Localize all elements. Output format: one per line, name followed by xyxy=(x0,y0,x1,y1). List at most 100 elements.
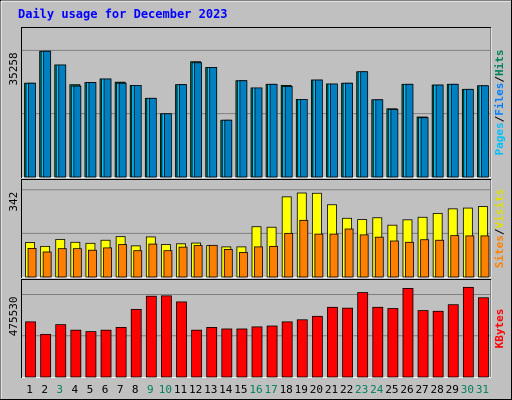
hits-files-bar-pages-15 xyxy=(239,80,248,178)
day-label-22: 22 xyxy=(340,383,353,396)
hits-files-bar-pages-3 xyxy=(58,64,67,178)
kbytes-bar-kbytes-9 xyxy=(145,295,157,378)
visits-sites-bar-sites-16 xyxy=(254,246,263,278)
visits-sites-bar-sites-12 xyxy=(193,245,203,278)
hits-files-legend-pages: Pages xyxy=(493,122,506,155)
day-label-19: 19 xyxy=(295,383,308,396)
visits-sites-bar-sites-20 xyxy=(314,233,324,278)
kbytes-bar-kbytes-27 xyxy=(417,310,429,378)
visits-sites-bar-sites-28 xyxy=(435,239,445,278)
kbytes-bar-kbytes-24 xyxy=(372,306,384,378)
hits-files-bar-pages-22 xyxy=(345,82,353,178)
visits-sites-bar-sites-23 xyxy=(359,234,369,278)
hits-files-bar-pages-7 xyxy=(118,82,127,178)
kbytes-bar-kbytes-23 xyxy=(357,292,369,378)
hits-files-bar-pages-29 xyxy=(450,83,459,178)
kbytes-bar-kbytes-5 xyxy=(85,331,97,378)
kbytes-bar-kbytes-31 xyxy=(478,297,489,378)
visits-sites-ymax-label: 342 xyxy=(7,192,20,212)
day-label-25: 25 xyxy=(385,383,398,396)
kbytes-bar-kbytes-4 xyxy=(70,329,82,378)
visits-sites-bar-sites-27 xyxy=(420,239,429,278)
kbytes-bar-kbytes-8 xyxy=(130,308,142,378)
visits-sites-bar-sites-29 xyxy=(450,235,460,278)
kbytes-bar-kbytes-12 xyxy=(191,329,203,378)
hits-files-bar-pages-13 xyxy=(209,67,218,178)
visits-sites-bar-sites-5 xyxy=(88,249,97,278)
hits-files-bar-pages-31 xyxy=(481,85,489,178)
hits-files-bar-pages-28 xyxy=(435,84,444,178)
hits-files-legend-files: Files xyxy=(493,83,506,116)
hits-files-bar-pages-26 xyxy=(405,83,414,178)
day-label-5: 5 xyxy=(87,383,94,396)
kbytes-bar-kbytes-20 xyxy=(311,315,323,378)
day-label-4: 4 xyxy=(72,383,79,396)
kbytes-bar-kbytes-11 xyxy=(176,301,187,378)
visits-sites-bar-sites-30 xyxy=(465,235,475,278)
visits-sites-bar-sites-22 xyxy=(344,228,354,278)
hits-files-bar-pages-19 xyxy=(299,99,308,178)
hits-files-bar-pages-27 xyxy=(420,117,429,178)
day-label-29: 29 xyxy=(446,383,459,396)
hits-files-bar-pages-14 xyxy=(224,119,233,178)
day-label-31: 31 xyxy=(476,383,489,396)
kbytes-bar-kbytes-13 xyxy=(206,327,218,378)
day-label-13: 13 xyxy=(204,383,217,396)
hits-files-bar-pages-24 xyxy=(375,99,384,178)
visits-sites-legend-visits: Visits xyxy=(493,189,506,229)
visits-sites-bar-sites-31 xyxy=(480,235,490,278)
visits-sites-bar-sites-14 xyxy=(223,249,233,278)
visits-sites-bar-sites-3 xyxy=(57,248,67,278)
kbytes-bar-kbytes-14 xyxy=(221,328,233,378)
hits-files-bar-pages-30 xyxy=(465,88,474,178)
kbytes-bar-kbytes-15 xyxy=(236,328,248,378)
kbytes-bar-kbytes-2 xyxy=(40,333,52,378)
visits-sites-bar-sites-10 xyxy=(163,250,173,278)
kbytes-bar-kbytes-22 xyxy=(342,307,353,378)
visits-sites-legend-label: Sites/Visits xyxy=(493,189,506,269)
visits-sites-bar-sites-2 xyxy=(42,251,52,278)
day-label-28: 28 xyxy=(431,383,444,396)
visits-sites-bar-sites-21 xyxy=(329,233,339,278)
visits-sites-bar-sites-9 xyxy=(148,243,158,278)
day-label-21: 21 xyxy=(325,383,338,396)
visits-sites-bar-sites-15 xyxy=(239,252,248,278)
hits-files-legend-separator: / xyxy=(493,115,506,122)
hits-files-bar-pages-20 xyxy=(314,79,323,178)
hits-files-bar-pages-17 xyxy=(269,83,278,178)
day-label-17: 17 xyxy=(264,383,277,396)
visits-sites-bar-sites-1 xyxy=(27,248,37,278)
day-label-11: 11 xyxy=(174,383,187,396)
visits-sites-bar-sites-8 xyxy=(133,250,143,278)
kbytes-bar-kbytes-26 xyxy=(402,288,414,378)
visits-sites-bar-sites-25 xyxy=(389,240,399,278)
kbytes-bar-kbytes-18 xyxy=(281,321,293,378)
hits-files-bar-pages-1 xyxy=(28,82,36,178)
hits-files-bar-pages-2 xyxy=(43,50,52,178)
kbytes-bar-kbytes-16 xyxy=(251,326,263,378)
visits-sites-bar-sites-19 xyxy=(299,219,309,278)
hits-files-ymax-label: 35258 xyxy=(7,52,20,85)
hits-files-bar-pages-8 xyxy=(133,85,142,178)
kbytes-bar-kbytes-21 xyxy=(327,306,338,378)
day-label-26: 26 xyxy=(400,383,413,396)
day-label-10: 10 xyxy=(159,383,172,396)
kbytes-bar-kbytes-3 xyxy=(55,324,67,378)
hits-files-bar-pages-10 xyxy=(164,113,172,178)
visits-sites-bar-sites-17 xyxy=(269,245,278,278)
kbytes-bar-kbytes-10 xyxy=(161,295,172,378)
day-label-20: 20 xyxy=(310,383,323,396)
hits-files-bar-pages-9 xyxy=(148,97,157,178)
hits-files-bar-pages-23 xyxy=(360,71,369,178)
kbytes-bar-kbytes-19 xyxy=(296,319,308,378)
visits-sites-bar-sites-18 xyxy=(284,232,294,278)
day-label-15: 15 xyxy=(234,383,247,396)
visits-sites-legend-separator: / xyxy=(493,228,506,235)
kbytes-bar-kbytes-1 xyxy=(25,321,36,378)
day-label-3: 3 xyxy=(56,383,63,396)
day-label-24: 24 xyxy=(370,383,384,396)
day-label-14: 14 xyxy=(219,383,233,396)
kbytes-bar-kbytes-25 xyxy=(387,308,399,378)
day-label-30: 30 xyxy=(461,383,474,396)
